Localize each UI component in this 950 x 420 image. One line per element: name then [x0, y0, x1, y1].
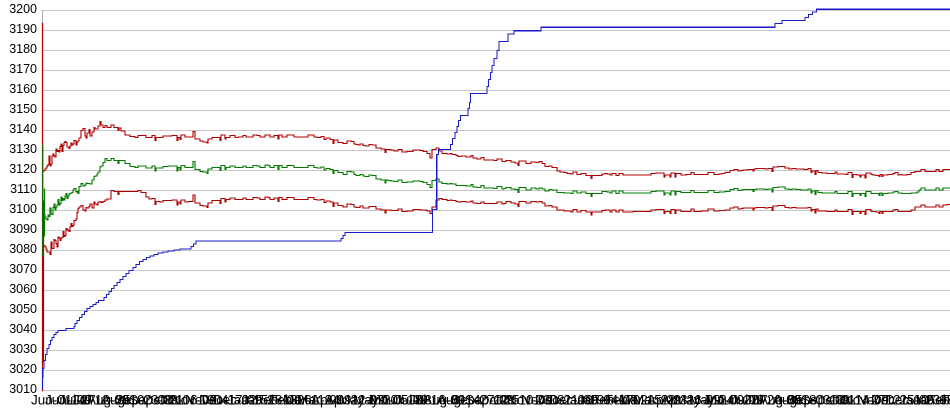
svg-text:Feb-02: Feb-02	[605, 392, 648, 407]
svg-text:Jan-08-09: Jan-08-09	[913, 392, 950, 407]
svg-text:3110: 3110	[10, 182, 37, 196]
svg-text:3160: 3160	[9, 82, 37, 96]
svg-text:Dec-25-09: Dec-25-09	[871, 392, 934, 407]
svg-text:Dec-17-09: Dec-17-09	[199, 392, 262, 407]
svg-text:Dec-02: Dec-02	[213, 392, 257, 407]
svg-text:Sep-08: Sep-08	[129, 392, 173, 407]
svg-text:Nov-08: Nov-08	[521, 392, 565, 407]
svg-text:Apr-09: Apr-09	[311, 392, 352, 407]
svg-text:3120: 3120	[9, 162, 37, 176]
svg-text:Jun-18: Jun-18	[381, 392, 422, 407]
svg-text:Jun-01-09: Jun-01-09	[31, 392, 92, 407]
svg-text:Aug-01: Aug-01	[423, 392, 467, 407]
svg-text:Jan-04-09: Jan-04-09	[577, 392, 638, 407]
svg-text:Jul-27: Jul-27	[59, 392, 96, 407]
svg-text:3030: 3030	[9, 342, 37, 356]
svg-text:Nov-27: Nov-27	[843, 392, 887, 407]
svg-text:Feb-06: Feb-06	[941, 392, 950, 407]
svg-text:Feb-13: Feb-13	[255, 392, 298, 407]
svg-text:3150: 3150	[9, 102, 37, 116]
svg-text:Apr-13: Apr-13	[647, 392, 688, 407]
svg-text:May-20: May-20	[353, 392, 398, 407]
svg-text:Oct-10-09: Oct-10-09	[493, 392, 553, 407]
svg-text:Oct-06-09: Oct-06-09	[157, 392, 217, 407]
svg-text:Apr-26-09: Apr-26-09	[661, 392, 721, 407]
svg-text:Jan-15: Jan-15	[227, 392, 268, 407]
svg-text:Dec-21-09: Dec-21-09	[535, 392, 598, 407]
svg-text:Sep-27-09: Sep-27-09	[451, 392, 514, 407]
svg-text:Aug-05: Aug-05	[759, 392, 803, 407]
svg-text:May-07: May-07	[339, 392, 384, 407]
svg-text:3070: 3070	[9, 262, 37, 276]
svg-text:Sep-12: Sep-12	[465, 392, 509, 407]
svg-text:Dec-10: Dec-10	[885, 392, 929, 407]
svg-text:3100: 3100	[9, 202, 37, 216]
svg-text:Mar-11-09: Mar-11-09	[283, 392, 344, 407]
svg-text:Jan-19: Jan-19	[563, 392, 604, 407]
svg-text:Mar-15-09: Mar-15-09	[619, 392, 681, 407]
svg-text:3040: 3040	[9, 322, 37, 336]
svg-text:Aug-25: Aug-25	[87, 392, 131, 407]
svg-text:3140: 3140	[9, 122, 37, 136]
svg-text:Sep-23-09: Sep-23-09	[115, 392, 178, 407]
svg-text:Jul-03: Jul-03	[395, 392, 432, 407]
svg-text:May-24: May-24	[689, 392, 735, 407]
svg-text:Nov-23: Nov-23	[507, 392, 551, 407]
svg-text:Sep-03-09: Sep-03-09	[787, 392, 850, 407]
svg-text:Dec-06: Dec-06	[549, 392, 593, 407]
svg-text:Jun-09-09: Jun-09-09	[703, 392, 764, 407]
svg-text:3020: 3020	[9, 362, 37, 376]
svg-text:3200: 3200	[9, 2, 37, 16]
svg-text:Aug-10: Aug-10	[101, 392, 145, 407]
svg-text:Oct-14-09: Oct-14-09	[829, 392, 889, 407]
svg-text:Sep-16: Sep-16	[801, 392, 845, 407]
svg-text:Nov-04: Nov-04	[185, 392, 229, 407]
svg-text:Oct-01: Oct-01	[815, 392, 856, 407]
svg-text:Mar-28: Mar-28	[633, 392, 676, 407]
svg-text:Apr-22-09: Apr-22-09	[325, 392, 385, 407]
svg-text:Jun-22: Jun-22	[717, 392, 758, 407]
svg-text:3130: 3130	[9, 142, 37, 156]
svg-text:3060: 3060	[9, 282, 37, 296]
svg-text:Feb-26: Feb-26	[269, 392, 312, 407]
svg-text:3180: 3180	[9, 42, 37, 56]
svg-text:Oct-21: Oct-21	[143, 392, 184, 407]
svg-text:3010: 3010	[9, 382, 37, 396]
svg-text:Jul-20-09: Jul-20-09	[745, 392, 801, 407]
svg-text:May-11: May-11	[675, 392, 719, 407]
svg-text:3190: 3190	[9, 22, 37, 36]
svg-text:Aug-18: Aug-18	[773, 392, 817, 407]
svg-text:Jun-14: Jun-14	[45, 392, 87, 407]
svg-text:Oct-25: Oct-25	[479, 392, 520, 407]
svg-text:3080: 3080	[9, 242, 37, 256]
svg-text:Feb-21: Feb-21	[927, 392, 950, 407]
svg-text:Aug-14: Aug-14	[437, 392, 481, 407]
svg-text:Jan-28-09: Jan-28-09	[241, 392, 302, 407]
svg-text:3170: 3170	[9, 62, 37, 76]
svg-text:Nov-12: Nov-12	[857, 392, 901, 407]
svg-text:3050: 3050	[9, 302, 37, 316]
svg-text:Mar-24: Mar-24	[297, 392, 340, 407]
svg-text:Jul-07: Jul-07	[731, 392, 768, 407]
svg-text:Nov-19: Nov-19	[171, 392, 215, 407]
svg-text:3090: 3090	[9, 222, 37, 236]
svg-text:Feb-17: Feb-17	[591, 392, 634, 407]
svg-text:Jun-05-09: Jun-05-09	[367, 392, 428, 407]
svg-text:Jul-12-09: Jul-12-09	[73, 392, 129, 407]
svg-text:Jul-16-09: Jul-16-09	[409, 392, 465, 407]
svg-text:Jan-23: Jan-23	[899, 392, 940, 407]
